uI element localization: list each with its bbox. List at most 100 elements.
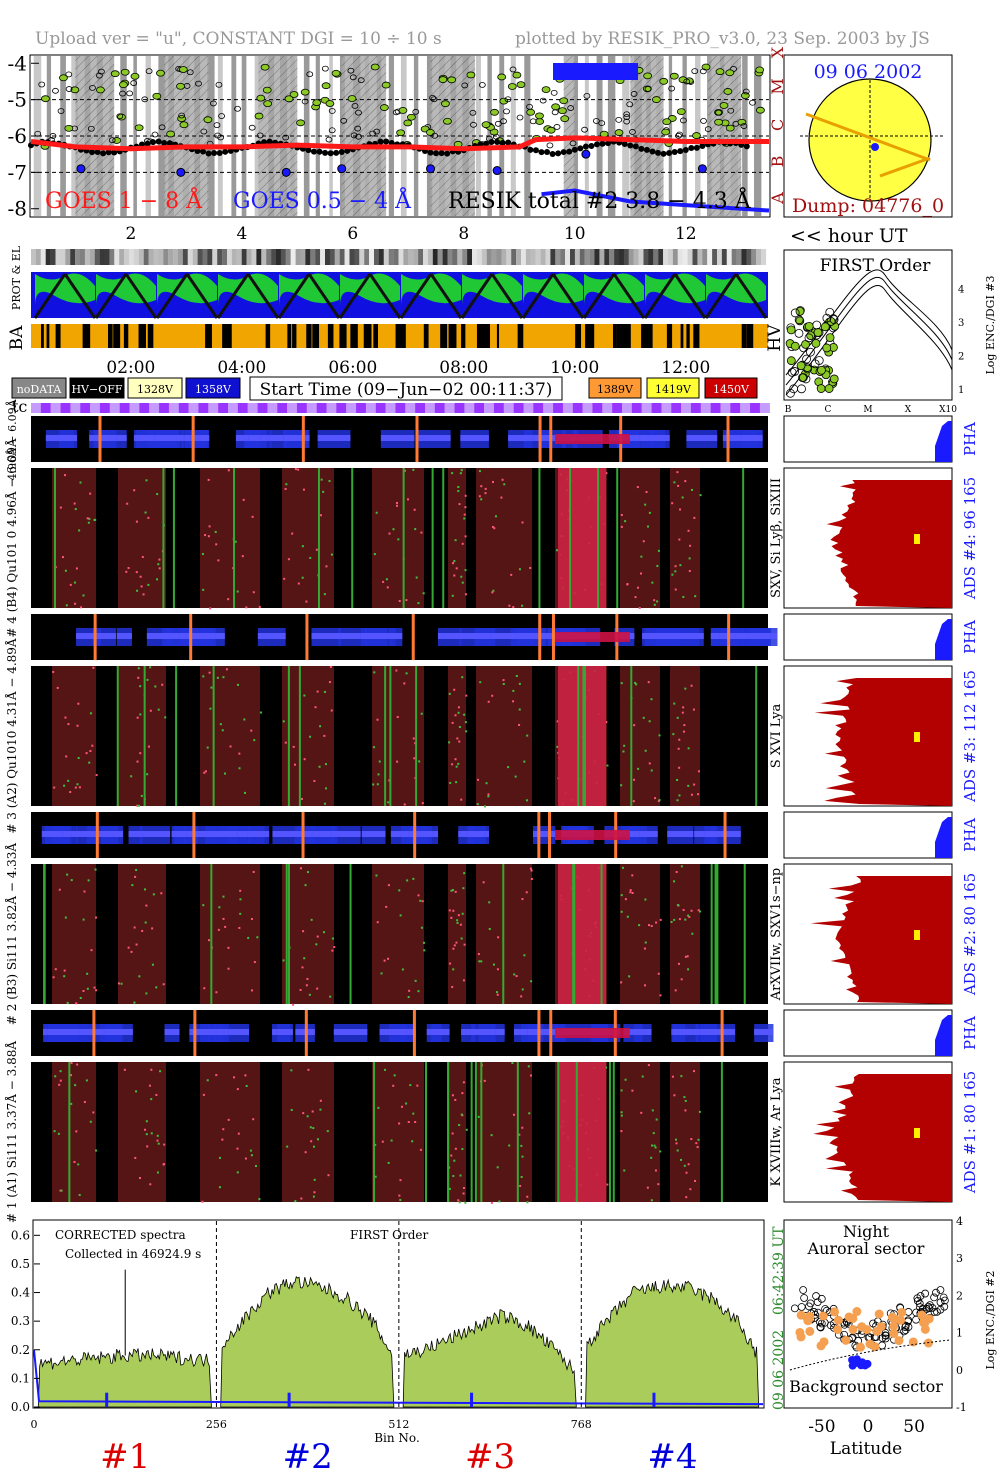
density-speck bbox=[136, 760, 139, 763]
resik-point bbox=[691, 68, 699, 75]
density-speck bbox=[202, 675, 205, 678]
density-speck bbox=[207, 535, 210, 538]
first-order-xtick: X10 bbox=[939, 405, 957, 415]
density-speck bbox=[73, 581, 76, 584]
density-speck bbox=[329, 995, 332, 998]
density-speck bbox=[498, 1200, 501, 1203]
density-band bbox=[52, 864, 96, 1004]
density-speck bbox=[154, 685, 157, 688]
ba-mark bbox=[350, 324, 358, 348]
zigzag-segment bbox=[307, 273, 341, 319]
gray-cell bbox=[374, 249, 379, 265]
goes-ytick-label: -8 bbox=[8, 197, 27, 221]
density-speck bbox=[238, 926, 241, 929]
resik-point bbox=[256, 132, 264, 139]
density-speck bbox=[680, 865, 683, 868]
tc-cell bbox=[425, 403, 435, 413]
density-speck bbox=[310, 918, 313, 921]
latitude-ytick: 0 bbox=[956, 1364, 963, 1377]
density-speck bbox=[650, 698, 653, 701]
density-speck bbox=[316, 690, 319, 693]
spectrum-ytick: 0.3 bbox=[11, 1314, 30, 1328]
density-speck bbox=[413, 757, 416, 760]
density-speck bbox=[494, 515, 497, 518]
density-speck bbox=[247, 936, 250, 939]
density-speck bbox=[242, 498, 245, 501]
ba-mark bbox=[306, 324, 312, 348]
detector-label: #3 bbox=[465, 1437, 515, 1477]
tc-cell bbox=[80, 403, 91, 413]
green-column bbox=[317, 468, 320, 608]
gap-band bbox=[524, 56, 532, 216]
auroral-point bbox=[818, 1311, 828, 1321]
density-speck bbox=[684, 955, 687, 958]
density-speck bbox=[620, 894, 623, 897]
density-speck bbox=[209, 607, 212, 610]
goes-1-8-line bbox=[30, 135, 769, 152]
density-speck bbox=[76, 1063, 79, 1066]
density-speck bbox=[135, 520, 138, 523]
green-column bbox=[568, 468, 571, 608]
resik-point bbox=[659, 77, 669, 85]
resik-point bbox=[507, 83, 517, 90]
density-speck bbox=[528, 1112, 531, 1115]
resik-point bbox=[430, 96, 438, 103]
density-speck bbox=[229, 745, 232, 748]
tc-cell bbox=[40, 403, 51, 413]
density-speck bbox=[453, 944, 456, 947]
gap-band bbox=[329, 56, 333, 216]
density-speck bbox=[73, 502, 76, 505]
tc-cell bbox=[316, 403, 327, 413]
density-speck bbox=[688, 569, 691, 572]
resik-point bbox=[497, 73, 507, 81]
density-speck bbox=[76, 783, 79, 786]
first-order-point bbox=[829, 315, 839, 324]
density-speck bbox=[620, 682, 623, 685]
pha-blue-core bbox=[527, 1029, 544, 1035]
pha-blue-core bbox=[722, 435, 758, 441]
gray-cell bbox=[736, 249, 742, 265]
density-speck bbox=[141, 929, 144, 932]
density-speck bbox=[75, 1002, 78, 1005]
density-speck bbox=[690, 684, 693, 687]
tc-cell bbox=[247, 403, 258, 413]
density-speck bbox=[140, 794, 143, 797]
density-speck bbox=[659, 918, 662, 921]
density-speck bbox=[484, 487, 487, 490]
resik-quiet-point bbox=[538, 149, 545, 156]
density-speck bbox=[479, 681, 482, 684]
density-speck bbox=[156, 578, 159, 581]
ba-mark bbox=[395, 324, 399, 348]
ads-hist bbox=[810, 876, 952, 1004]
pha-blue-core bbox=[213, 1029, 250, 1035]
tc-cell bbox=[119, 403, 130, 413]
density-speck bbox=[139, 1177, 142, 1180]
density-speck bbox=[74, 602, 77, 605]
ba-mark bbox=[686, 324, 690, 348]
pha-orange-line bbox=[193, 1010, 197, 1056]
density-speck bbox=[312, 1145, 315, 1148]
gray-cell bbox=[99, 249, 105, 265]
density-speck bbox=[70, 1102, 73, 1105]
density-speck bbox=[219, 723, 222, 726]
gray-cell bbox=[447, 249, 453, 265]
auroral-point bbox=[870, 1342, 880, 1352]
resik-point bbox=[87, 125, 95, 132]
latitude-point bbox=[926, 1301, 934, 1310]
gray-cell bbox=[663, 249, 669, 265]
gap-band bbox=[622, 56, 630, 216]
density-speck bbox=[218, 1156, 221, 1159]
density-speck bbox=[416, 1084, 419, 1087]
legend-swatch bbox=[185, 377, 241, 399]
first-order-xtick: X bbox=[905, 405, 912, 415]
density-speck bbox=[75, 1130, 78, 1133]
pha-blue-core bbox=[179, 633, 216, 639]
density-speck bbox=[657, 1183, 660, 1186]
density-speck bbox=[307, 1068, 310, 1071]
pha-orange-line bbox=[551, 614, 555, 660]
gray-cell bbox=[89, 249, 95, 265]
ads-hist bbox=[814, 678, 952, 806]
tc-cell bbox=[188, 403, 199, 413]
density-speck bbox=[647, 1064, 650, 1067]
density-speck bbox=[419, 1148, 422, 1151]
